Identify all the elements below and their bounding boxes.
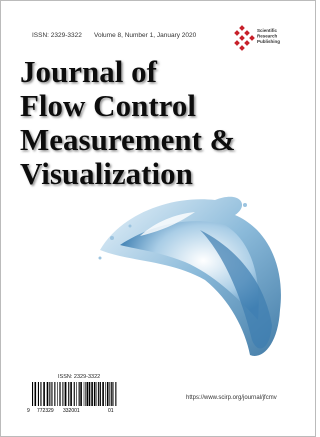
barcode-bar	[68, 382, 69, 406]
barcode-bar	[62, 382, 63, 406]
barcode-bar	[97, 382, 98, 406]
barcode-bar	[38, 382, 39, 406]
barcode-digit: 9	[27, 408, 30, 414]
barcode-bar	[49, 382, 50, 406]
barcode-bar	[65, 382, 67, 406]
barcode-bar	[76, 382, 77, 406]
barcode-bar	[102, 382, 104, 406]
publisher-line: Publishing	[257, 39, 280, 44]
barcode-bar	[94, 382, 96, 406]
barcode-bar	[107, 382, 109, 406]
barcode-digit: 01	[108, 408, 114, 414]
barcode-bar	[32, 382, 33, 406]
page: ISSN: 2329-3322 Volume 8, Number 1, Janu…	[0, 0, 316, 437]
barcode-bar	[91, 382, 93, 406]
barcode-bar	[51, 382, 52, 406]
barcode-bar	[115, 382, 116, 406]
volume: Volume 8, Number 1, January 2020	[94, 32, 197, 39]
title-line: Flow Control	[20, 88, 196, 123]
publisher-line: Scientific	[257, 28, 278, 33]
barcode-bar	[43, 382, 45, 406]
barcode-bar	[98, 382, 99, 406]
barcode-bar	[111, 382, 112, 406]
barcode-digit: 332001	[63, 408, 80, 414]
barcode-bar	[112, 382, 113, 406]
title-line: Measurement &	[20, 122, 236, 157]
title-line: Visualization	[20, 156, 193, 191]
barcode-bar	[87, 382, 89, 406]
barcode-bar	[89, 382, 91, 406]
barcode-bar	[64, 382, 65, 406]
barcode	[32, 382, 116, 406]
barcode-bar	[35, 382, 37, 406]
barcode-bar	[40, 382, 41, 406]
barcode-bar	[59, 382, 60, 406]
barcode-bar	[74, 382, 75, 406]
barcode-bar	[47, 382, 49, 406]
barcode-bar	[109, 382, 110, 406]
title-line: Journal of	[20, 54, 158, 89]
barcode-bar	[57, 382, 58, 406]
barcode-bar	[60, 382, 61, 406]
issn: ISSN: 2329-3322	[32, 32, 82, 39]
barcode-bar	[105, 382, 106, 406]
cover: ISSN: 2329-3322 Volume 8, Number 1, Janu…	[0, 0, 316, 437]
barcode-bar	[100, 382, 101, 406]
barcode-bar	[84, 382, 85, 406]
publisher-line: Research	[257, 34, 278, 39]
barcode-bar	[79, 382, 80, 406]
barcode-bar	[54, 382, 55, 406]
barcode-issn: ISSN: 2329-3322	[58, 374, 100, 380]
barcode-digit: 772329	[37, 408, 54, 414]
barcode-bar	[85, 382, 86, 406]
barcode-bar	[80, 382, 82, 406]
barcode-bar	[70, 382, 72, 406]
journal-url: https://www.scirp.org/journal/jfcmv	[186, 395, 277, 401]
